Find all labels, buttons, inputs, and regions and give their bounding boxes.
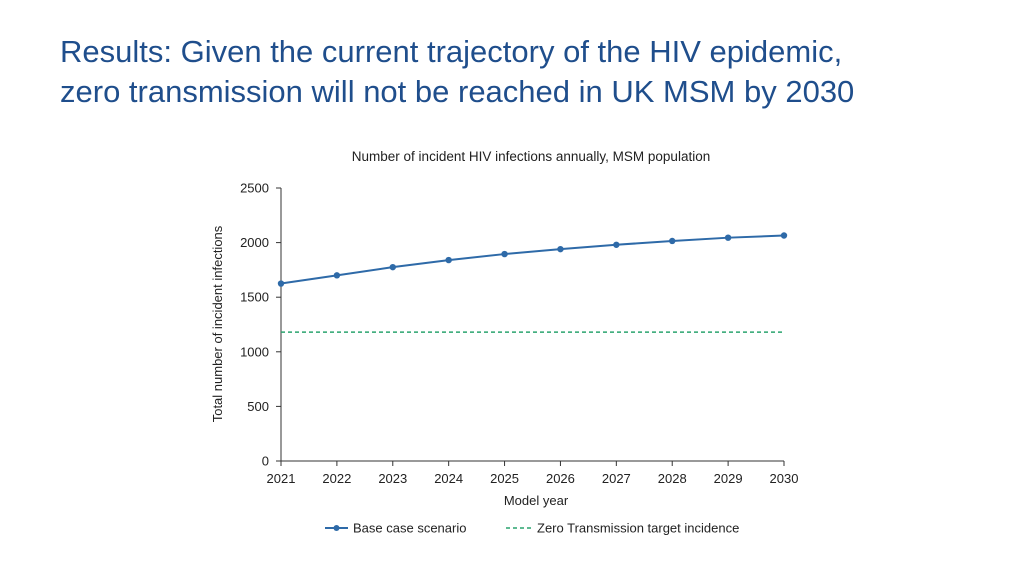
x-tick-label-2023: 2023 xyxy=(378,471,407,486)
slide-title: Results: Given the current trajectory of… xyxy=(60,32,1000,112)
y-tick-label-0: 0 xyxy=(262,454,269,469)
x-tick-label-2030: 2030 xyxy=(770,471,799,486)
point-base-case-2029 xyxy=(724,234,732,241)
y-tick-label-2000: 2000 xyxy=(240,235,269,250)
chart-title: Number of incident HIV infections annual… xyxy=(352,149,710,164)
point-base-case-2030 xyxy=(780,232,788,239)
point-base-case-2023 xyxy=(389,263,396,271)
slide-title-line-2: zero transmission will not be reached in… xyxy=(60,74,855,109)
legend-marker-base-case xyxy=(333,525,340,531)
x-tick-label-2025: 2025 xyxy=(490,471,519,486)
y-tick-label-2500: 2500 xyxy=(240,181,269,196)
x-tick-label-2026: 2026 xyxy=(546,471,575,486)
x-tick-label-2027: 2027 xyxy=(602,471,631,486)
chart-legend: Base case scenario Zero Transmission tar… xyxy=(325,521,739,536)
legend-label-zero-transmission: Zero Transmission target incidence xyxy=(537,521,739,536)
x-tick-label-2029: 2029 xyxy=(714,471,743,486)
point-base-case-2025 xyxy=(501,250,508,258)
y-tick-label-500: 500 xyxy=(247,399,269,414)
point-base-case-2026 xyxy=(557,245,564,253)
legend-label-base-case: Base case scenario xyxy=(353,521,466,536)
point-base-case-2024 xyxy=(445,256,452,264)
slide-title-line-1: Results: Given the current trajectory of… xyxy=(60,34,843,69)
series-line-base-case xyxy=(280,234,785,285)
y-tick-label-1000: 1000 xyxy=(240,344,269,359)
x-tick-label-2024: 2024 xyxy=(434,471,463,486)
y-axis-label: Total number of incident infections xyxy=(210,225,225,422)
point-base-case-2027 xyxy=(613,241,620,248)
x-tick-label-2021: 2021 xyxy=(267,471,296,486)
point-base-case-2021 xyxy=(277,280,285,287)
x-tick-label-2022: 2022 xyxy=(322,471,351,486)
point-base-case-2022 xyxy=(333,272,341,279)
point-base-case-2028 xyxy=(669,237,676,245)
y-tick-label-1500: 1500 xyxy=(240,290,269,305)
x-axis-label: Model year xyxy=(504,493,569,508)
x-tick-label-2028: 2028 xyxy=(658,471,687,486)
